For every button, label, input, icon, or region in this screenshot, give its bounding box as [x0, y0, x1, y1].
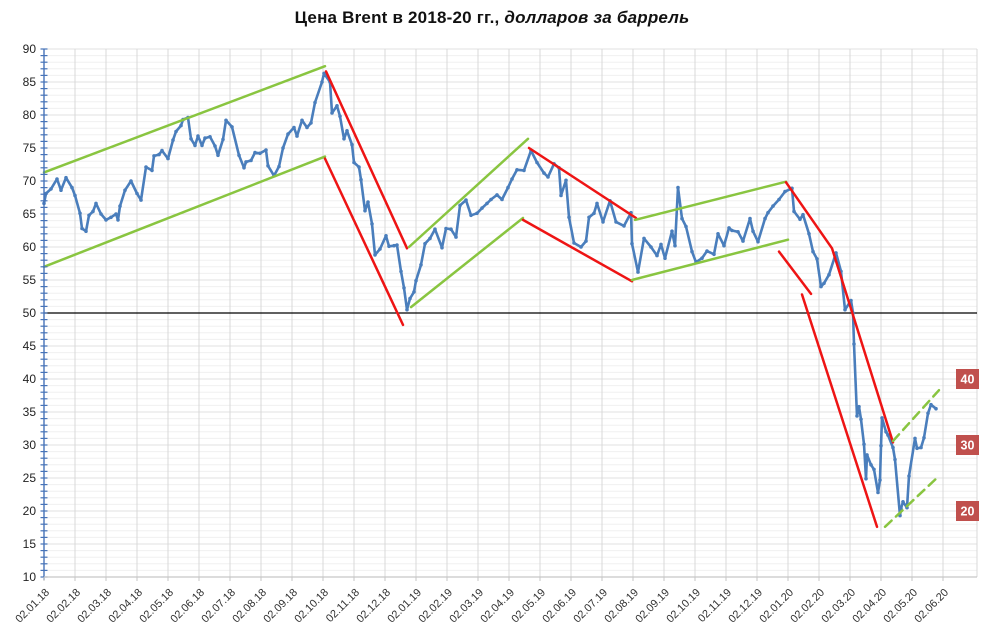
trendline-down-channel-2020-bottom-2 [800, 293, 879, 529]
trendline-up-channel-2019-top [407, 137, 530, 249]
trend-channels [42, 64, 941, 529]
x-axis: 02.01.1802.02.1802.03.1802.04.1802.05.18… [13, 576, 977, 626]
trendline-up-channel-2019H2-top [633, 180, 788, 222]
trendline-down-channel-2019-top [527, 146, 638, 220]
y-axis-label: 85 [23, 75, 37, 89]
svg-text:20: 20 [961, 505, 975, 519]
y-axis-label: 30 [23, 438, 37, 452]
y-axis-label: 10 [23, 570, 37, 584]
trendline-down-channel-2018-bottom [323, 157, 405, 327]
trendline-up-channel-2018-top [42, 64, 327, 174]
y-axis-label: 75 [23, 141, 37, 155]
trendline-up-channel-2020-bottom-dashed [883, 474, 941, 529]
svg-text:40: 40 [961, 373, 975, 387]
y-axis-label: 65 [23, 207, 37, 221]
x-axis-label: 02.10.19 [664, 587, 703, 626]
y-axis-label: 80 [23, 108, 37, 122]
y-axis-label: 90 [23, 42, 37, 56]
price-level-badge-40: 40 [956, 369, 979, 389]
y-axis-label: 25 [23, 471, 37, 485]
y-axis-label: 45 [23, 339, 37, 353]
y-axis-label: 20 [23, 504, 37, 518]
chart-title: Цена Brent в 2018-20 гг., долларов за ба… [0, 8, 984, 28]
trendline-up-channel-2020-top-dashed [891, 388, 941, 443]
price-series [42, 71, 938, 518]
chart-title-main: Цена Brent в 2018-20 гг., [294, 8, 500, 27]
y-axis-label: 70 [23, 174, 37, 188]
trendline-down-channel-2018-top [324, 70, 409, 250]
y-axis-label: 35 [23, 405, 37, 419]
trendline-down-channel-2020-bottom-1 [777, 250, 813, 296]
trendline-up-channel-2018-bottom [42, 155, 327, 269]
price-level-badge-20: 20 [956, 501, 979, 521]
x-axis-label: 02.10.18 [292, 587, 331, 626]
x-axis-label: 02.06.20 [912, 587, 951, 626]
trendline-up-channel-2019H2-bottom [630, 238, 790, 282]
y-axis-label: 15 [23, 537, 37, 551]
trendline-down-channel-2019-bottom [521, 218, 634, 283]
chart-title-units: долларов за баррель [499, 8, 690, 27]
y-axis-label: 40 [23, 372, 37, 386]
y-axis-label: 60 [23, 240, 37, 254]
y-axis-label: 55 [23, 273, 37, 287]
y-axis: 10 15 20 25 30 35 40 45 50 55 60 65 70 75 80 85 90 [23, 42, 48, 584]
trendline-down-channel-2020-top [784, 181, 895, 444]
price-level-badge-30: 30 [956, 435, 979, 455]
y-axis-label: 50 [23, 306, 37, 320]
svg-text:30: 30 [961, 439, 975, 453]
level-badges: 40 30 20 [956, 369, 979, 521]
trendline-up-channel-2019-bottom [409, 216, 525, 309]
